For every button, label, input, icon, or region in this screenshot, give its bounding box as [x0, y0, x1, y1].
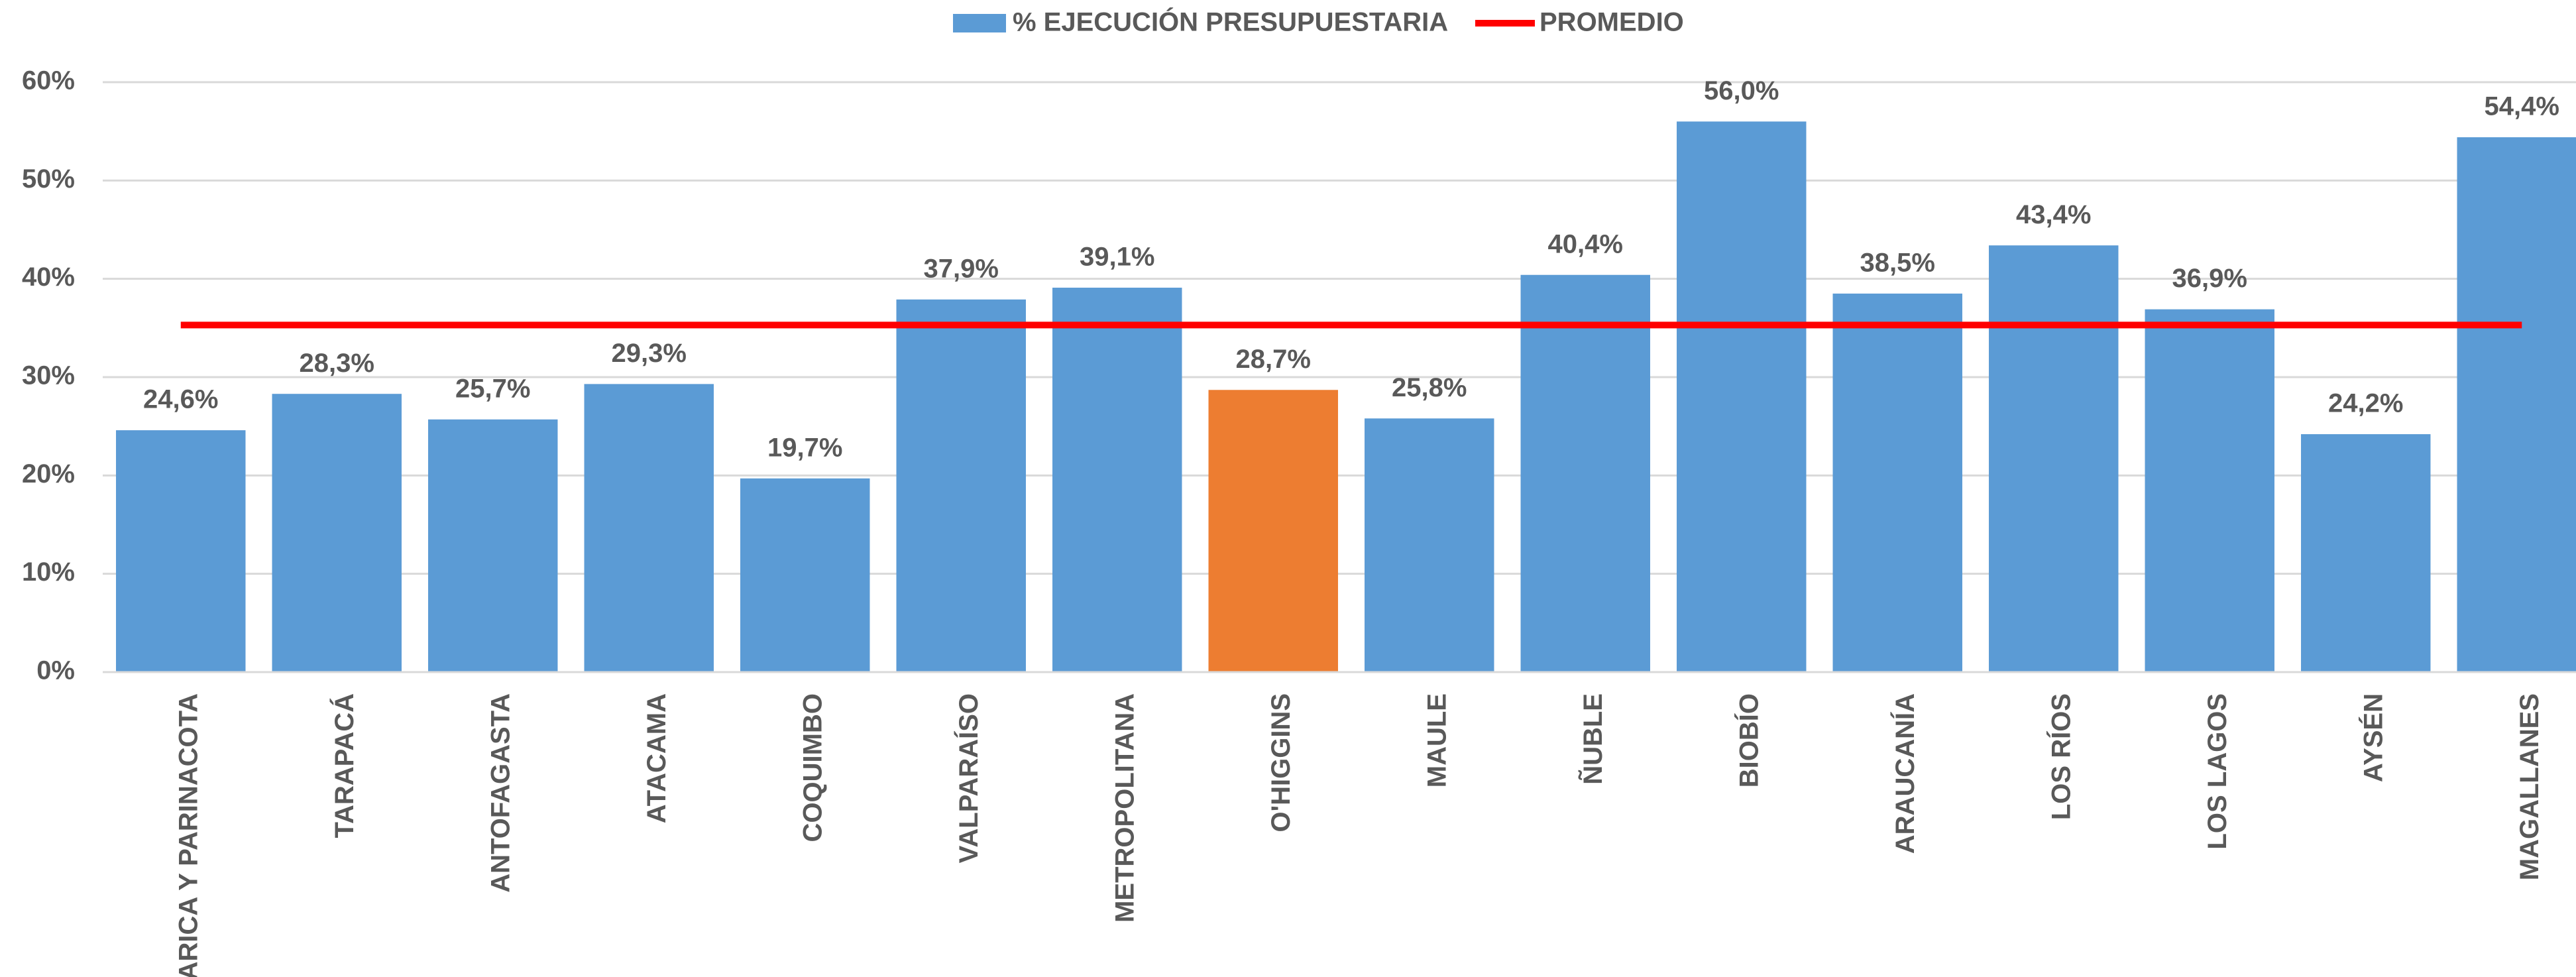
y-tick-label: 0%: [36, 656, 75, 685]
data-label: 28,7%: [1236, 345, 1311, 374]
bar: [2145, 309, 2274, 672]
bar: [740, 478, 870, 672]
bar: [428, 419, 558, 672]
y-tick-label: 60%: [22, 66, 75, 95]
bar: [1520, 274, 1650, 672]
data-label: 25,7%: [455, 374, 530, 403]
x-tick-label: LOS RÍOS: [2046, 693, 2076, 820]
data-label: 36,9%: [2172, 264, 2247, 293]
bar: [1365, 418, 1494, 672]
bar: [272, 394, 402, 672]
y-tick-label: 40%: [22, 262, 75, 292]
data-label: 39,1%: [1080, 243, 1154, 272]
data-label: 28,3%: [300, 349, 374, 378]
x-tick-label: BIOBÍO: [1734, 693, 1764, 787]
x-tick-label: ANTOFAGASTA: [486, 693, 515, 893]
data-label: 24,6%: [143, 385, 218, 414]
x-tick-label: ÑUBLE: [1577, 693, 1608, 785]
x-tick-label: ARICA Y PARINACOTA: [174, 693, 203, 977]
data-label: 19,7%: [767, 433, 842, 462]
bar: [2457, 137, 2576, 673]
x-tick-label: COQUIMBO: [798, 693, 827, 842]
x-tick-label: LOS LAGOS: [2203, 693, 2232, 850]
bar: [1052, 288, 1182, 672]
bar: [1832, 293, 1962, 673]
bar: [1989, 245, 2119, 672]
x-tick-label: MAGALLANES: [2515, 693, 2544, 880]
x-tick-label: VALPARAÍSO: [954, 693, 983, 863]
data-label: 24,2%: [2328, 389, 2403, 418]
data-label: 37,9%: [924, 254, 999, 283]
legend-label: PROMEDIO: [1540, 8, 1684, 37]
y-tick-label: 10%: [22, 557, 75, 587]
bar: [584, 384, 714, 672]
x-tick-label: METROPOLITANA: [1110, 693, 1139, 923]
y-tick-label: 30%: [22, 361, 75, 390]
bar: [116, 430, 246, 672]
data-label: 43,4%: [2016, 200, 2091, 229]
data-label: 40,4%: [1548, 229, 1623, 259]
x-tick-label: AYSÉN: [2358, 693, 2388, 782]
x-tick-label: O'HIGGINS: [1266, 693, 1296, 833]
data-label: 54,4%: [2485, 92, 2559, 121]
data-label: 25,8%: [1392, 373, 1467, 402]
x-tick-label: MAULE: [1422, 693, 1451, 787]
y-tick-label: 20%: [22, 459, 75, 488]
legend-label: % EJECUCIÓN PRESUPUESTARIA: [1013, 7, 1448, 37]
x-tick-label: ATACAMA: [642, 693, 671, 823]
y-tick-label: 50%: [22, 164, 75, 194]
x-tick-label: TARAPACÁ: [329, 693, 359, 838]
data-label: 38,5%: [1860, 248, 1935, 277]
legend-swatch: [953, 14, 1006, 32]
x-tick-label: ARAUCANÍA: [1890, 693, 1920, 854]
bar: [896, 299, 1026, 673]
bar: [1208, 390, 1338, 672]
bar: [2301, 434, 2431, 672]
data-label: 29,3%: [612, 339, 687, 368]
bar: [1677, 121, 1807, 673]
data-label: 56,0%: [1704, 76, 1779, 105]
